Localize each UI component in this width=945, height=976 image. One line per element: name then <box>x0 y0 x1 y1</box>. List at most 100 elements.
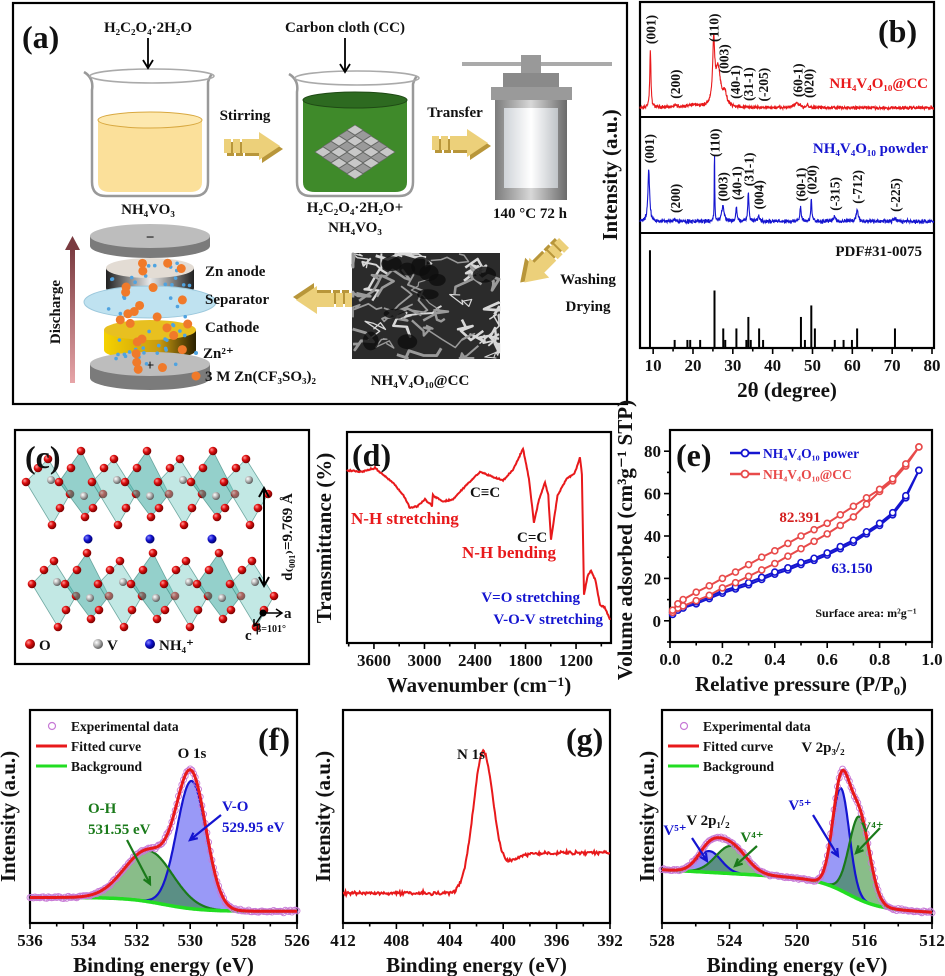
o-atom <box>119 622 129 632</box>
o-atom <box>214 548 224 558</box>
isotherm-marker <box>692 588 701 596</box>
x-tick-label: 2400 <box>458 651 492 670</box>
o-atom <box>237 565 247 575</box>
experimental-marker <box>690 857 698 865</box>
peak-label: (003) <box>715 172 730 201</box>
x-tick-label: 530 <box>177 931 203 950</box>
o-atom <box>219 477 229 487</box>
o-atom <box>208 446 218 456</box>
zn-ion-dot <box>147 329 151 334</box>
legend-label: Background <box>703 759 775 774</box>
x-tick-label: 3000 <box>407 651 441 670</box>
isotherm-marker <box>915 443 923 451</box>
o-atom <box>21 477 31 487</box>
weave-cell <box>370 152 388 163</box>
o-atom <box>226 605 236 615</box>
zn-ion-legend-dot <box>194 351 198 355</box>
autoclave-label: 140 °C 72 h <box>493 206 568 222</box>
cathode-label: Cathode <box>205 320 260 336</box>
o-atom <box>127 605 137 615</box>
weave-cell <box>330 146 348 158</box>
isotherm-marker <box>744 572 753 581</box>
o-atom <box>179 520 189 530</box>
x-tick-label: 392 <box>597 931 623 950</box>
component-energy: 529.95 eV <box>222 820 285 836</box>
discharge-arrow-head <box>65 236 80 250</box>
fitted-curve <box>661 768 932 914</box>
weave-cell <box>346 135 364 147</box>
v-atom <box>113 476 121 484</box>
x-tick-label: 512 <box>919 931 945 950</box>
electrolyte-dot <box>137 258 147 268</box>
component-label: V⁵⁺ <box>663 823 686 839</box>
weave-cell <box>354 163 372 174</box>
panel-a: (a) H₂C₂O₄·2H₂O Carbon cloth (CC) NH₄VO₃ H₂C… <box>11 1 629 406</box>
step-label: Washing <box>560 272 616 288</box>
x-tick-label: 412 <box>330 931 356 950</box>
arrow-segment <box>336 293 343 307</box>
o-atom <box>82 548 92 558</box>
legend-label: Experimental data <box>703 719 811 734</box>
zn-ion-dot <box>133 280 137 285</box>
sem-pore <box>472 266 497 283</box>
x-tick-label: 80 <box>924 356 941 375</box>
o-atom <box>72 565 82 575</box>
o-atom <box>186 477 196 487</box>
legend-label: Background <box>71 759 143 774</box>
peak-label: (60-1) <box>794 168 809 202</box>
o-atom <box>192 579 202 589</box>
nh4-ion <box>207 534 217 544</box>
o-atom <box>193 605 203 615</box>
sem-fiber <box>484 350 500 359</box>
x-axis-label: Binding energy (eV) <box>73 953 254 976</box>
legend-label: Fitted curve <box>703 739 773 754</box>
reagent-label: H₂C₂O₄·2H₂O <box>104 20 192 36</box>
legend-marker <box>740 448 750 458</box>
sem-fiber <box>352 327 375 352</box>
sem-pore <box>397 334 418 350</box>
arrow-segment <box>224 139 231 153</box>
zn-ion-dot <box>175 304 180 309</box>
isotherm-marker <box>901 460 910 468</box>
zn-ion-dot <box>163 282 168 287</box>
legend-label: Experimental data <box>71 719 179 734</box>
beaker-rim <box>294 70 420 86</box>
zn-ion-dot <box>175 261 179 266</box>
x-tick-label: 10 <box>645 356 662 375</box>
zn-ion-dot <box>181 283 186 287</box>
beaker-mixture <box>288 70 420 198</box>
panel-b: 10 20 30 40 50 60 70 80 2θ (degree) Intensity (a.… <box>598 0 941 402</box>
arrow-segment <box>316 293 334 307</box>
sem-pore <box>383 308 406 319</box>
zn-ion-dot <box>146 264 151 268</box>
peak-label: N 1s <box>457 747 485 763</box>
beta-label: β=101° <box>256 624 286 635</box>
weave-cell <box>314 146 332 158</box>
sem-fiber <box>350 252 356 269</box>
isotherm-marker <box>731 578 740 587</box>
isotherm-marker <box>784 539 792 548</box>
series-label: NH₄V₄O₁₀@CC <box>829 76 928 92</box>
x-tick-label: 526 <box>284 931 310 950</box>
y-axis-label: Intensity (a.u.) <box>598 109 622 240</box>
o-atom <box>54 477 64 487</box>
experimental-marker <box>732 842 740 850</box>
arrow-head <box>524 257 550 283</box>
experimental-marker <box>751 863 759 870</box>
weave-cell <box>362 135 380 147</box>
zn-ion-dot <box>143 274 148 278</box>
o-atom <box>49 556 59 566</box>
peak-label: (60-1) <box>791 63 806 97</box>
o-atom <box>159 579 169 589</box>
isotherm-marker <box>836 510 845 519</box>
peak-label: (40-1) <box>729 166 744 200</box>
zn-ion-dot <box>116 352 120 357</box>
positive-cap <box>90 352 210 390</box>
autoclave-cap <box>503 73 559 87</box>
panel-letter: (g) <box>566 721 603 757</box>
plot-frame <box>638 0 936 350</box>
weave-cell <box>322 141 340 152</box>
isotherm-marker <box>849 536 858 545</box>
component-label: V⁴⁺ <box>740 830 763 846</box>
ftir-annotation: C=C <box>517 530 547 546</box>
